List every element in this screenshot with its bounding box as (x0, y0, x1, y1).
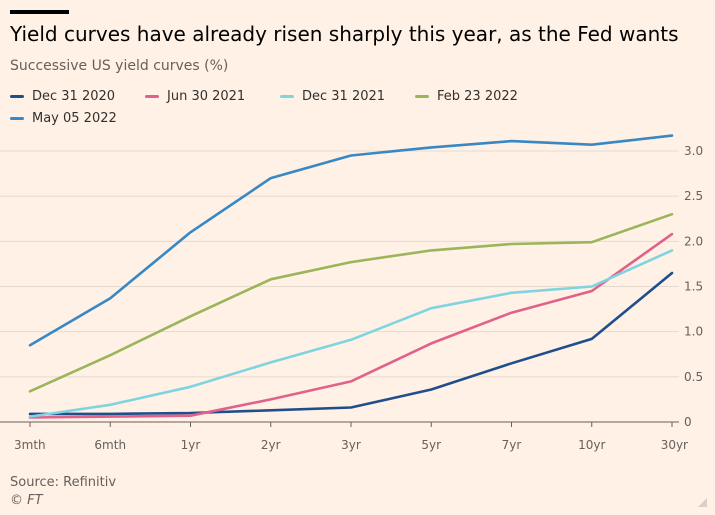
legend-swatch (10, 95, 24, 98)
x-tick-label: 7yr (502, 438, 522, 452)
legend-swatch (145, 95, 159, 98)
y-tick-label: 1.5 (684, 280, 703, 294)
resize-corner-icon (698, 498, 707, 507)
y-axis-ticks: 0 0.5 1.0 1.5 2.0 2.5 3.0 (684, 144, 703, 429)
x-tick-label: 6mth (94, 438, 126, 452)
legend-label: Dec 31 2020 (32, 89, 116, 104)
legend-item: May 05 2022 (10, 111, 117, 126)
x-tick-label: 10yr (578, 438, 605, 452)
legend-item: Jun 30 2021 (145, 89, 245, 104)
series-lines (28, 134, 674, 419)
legend-label: Dec 31 2021 (302, 89, 386, 104)
grid-lines (0, 150, 679, 423)
y-tick-label: 0 (684, 415, 692, 429)
source-note: Source: Refinitiv (10, 475, 117, 490)
legend-item: Feb 23 2022 (415, 89, 518, 104)
credit-note: © FT (10, 493, 43, 508)
chart-subtitle: Successive US yield curves (%) (10, 58, 229, 74)
x-tick-label: 1yr (181, 438, 201, 452)
x-tick-label: 2yr (261, 438, 281, 452)
legend-label: May 05 2022 (32, 111, 117, 126)
y-tick-label: 2.0 (684, 234, 703, 248)
y-tick-label: 0.5 (684, 370, 703, 384)
legend-label: Jun 30 2021 (167, 89, 246, 104)
legend-item: Dec 31 2020 (10, 89, 115, 104)
x-tick-label: 3mth (14, 438, 46, 452)
x-axis-ticks: 3mth 6mth 1yr 2yr 3yr 5yr 7yr 10yr 30yr (14, 422, 688, 452)
x-tick-label: 5yr (421, 438, 441, 452)
legend-swatch (415, 95, 429, 98)
y-tick-label: 1.0 (684, 325, 703, 339)
y-tick-label: 2.5 (684, 189, 703, 203)
x-tick-label: 30yr (661, 438, 688, 452)
series-line (28, 249, 674, 418)
y-tick-label: 3.0 (684, 144, 703, 158)
legend-swatch (10, 117, 24, 120)
series-line (28, 271, 674, 416)
series-line (28, 134, 674, 347)
chart-title: Yield curves have already risen sharply … (10, 22, 679, 46)
legend-item: Dec 31 2021 (280, 89, 385, 104)
series-line (28, 232, 674, 419)
legend-label: Feb 23 2022 (437, 89, 518, 104)
legend-swatch (280, 95, 294, 98)
ft-top-bar (10, 10, 69, 14)
series-line (28, 212, 674, 393)
x-tick-label: 3yr (341, 438, 361, 452)
